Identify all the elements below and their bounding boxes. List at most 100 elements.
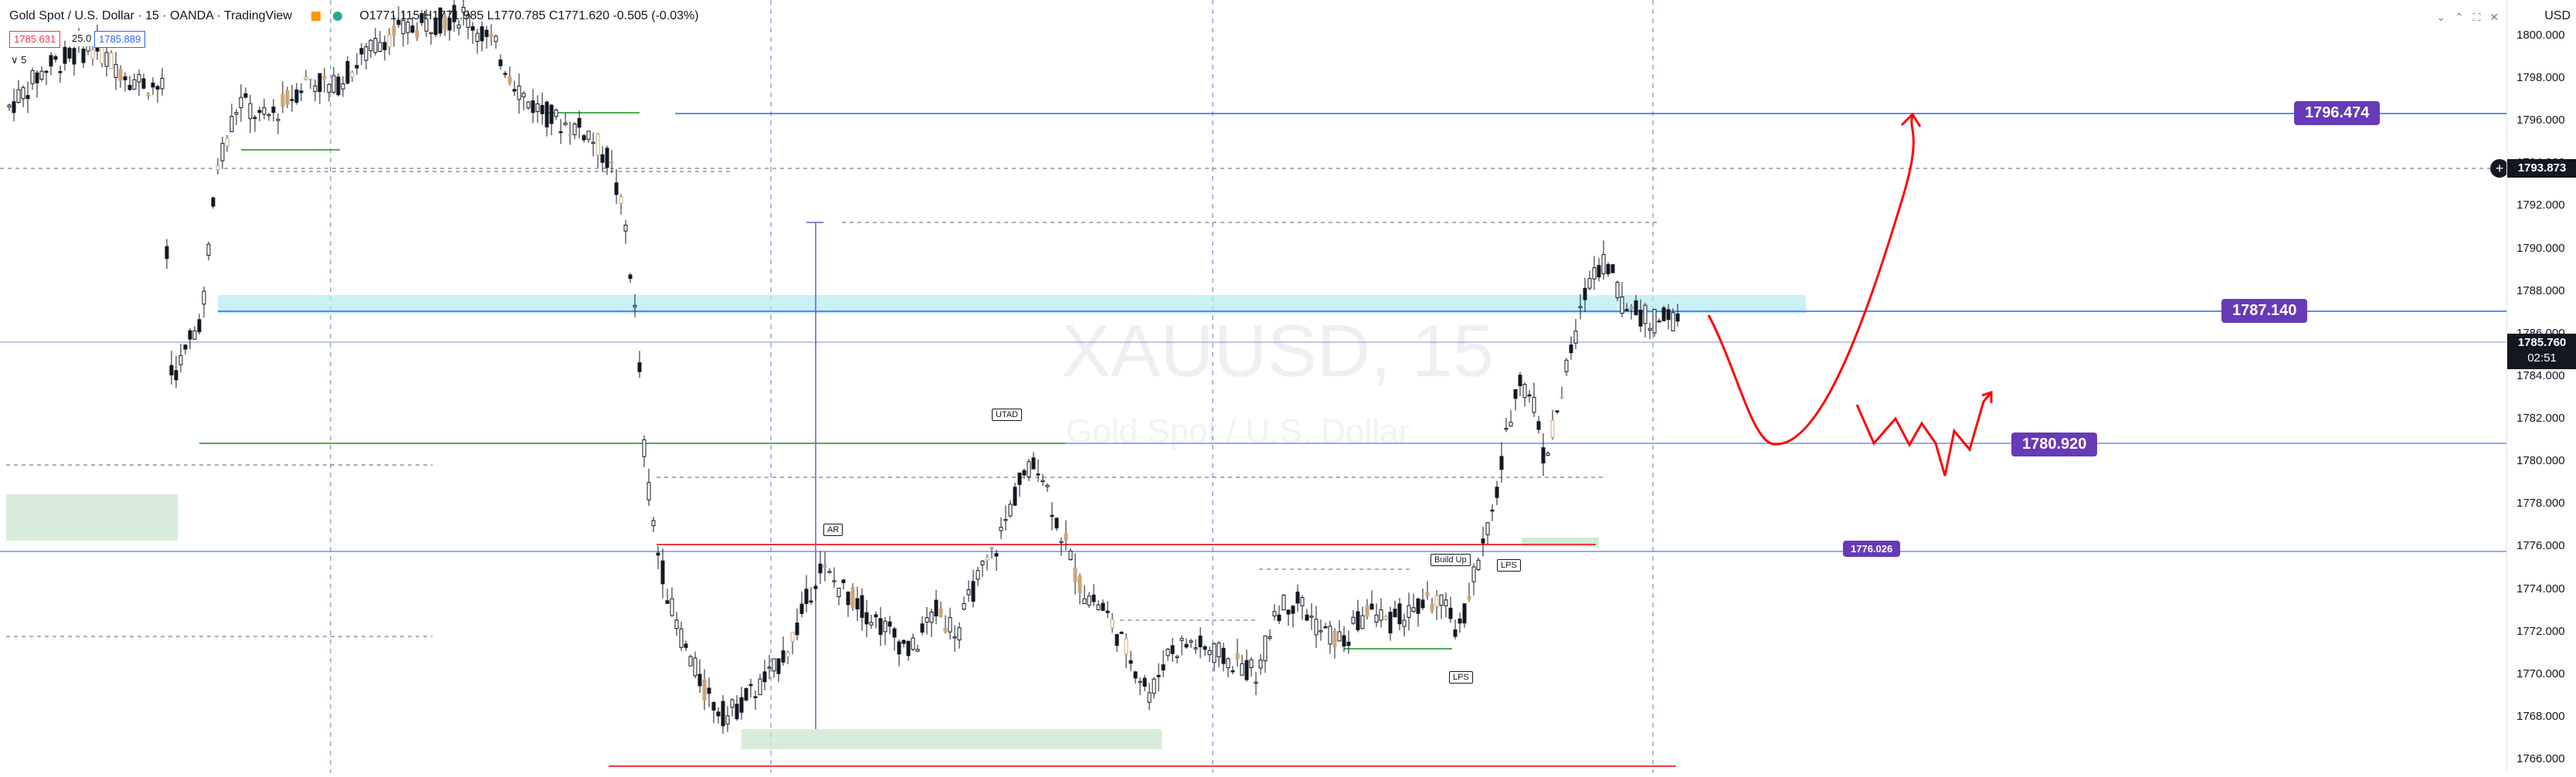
candle-body bbox=[855, 598, 860, 609]
candle-body bbox=[447, 18, 452, 31]
candle-body bbox=[684, 643, 688, 648]
projection-path-main[interactable] bbox=[1707, 115, 1915, 446]
candle-body bbox=[934, 599, 938, 617]
buy-price-button[interactable]: 1785.889 bbox=[94, 31, 146, 48]
candle-body bbox=[1657, 321, 1661, 323]
candle-body bbox=[280, 93, 285, 107]
symbol-title[interactable]: Gold Spot / U.S. Dollar · 15 · OANDA · T… bbox=[9, 9, 293, 22]
candle-body bbox=[146, 93, 151, 97]
candle-body bbox=[1017, 472, 1022, 485]
candle-body bbox=[155, 86, 160, 90]
candle-body bbox=[1420, 599, 1425, 609]
candle-body bbox=[596, 134, 600, 156]
candle-body bbox=[109, 53, 114, 70]
fullscreen-icon[interactable]: ⛶ bbox=[2472, 11, 2481, 23]
candlestick-series[interactable] bbox=[7, 0, 1680, 735]
candle-body bbox=[679, 628, 684, 648]
candle-body bbox=[1152, 678, 1156, 694]
sell-price-button[interactable]: 1785.631 bbox=[9, 31, 61, 48]
candle-body bbox=[730, 699, 735, 708]
candle-body bbox=[1179, 638, 1184, 641]
candle-body bbox=[920, 623, 925, 633]
projection-path-alt[interactable] bbox=[1855, 392, 1993, 477]
candle-body bbox=[1300, 597, 1305, 606]
candle-body bbox=[1309, 616, 1314, 618]
level-tag-1787[interactable]: 1787.140 bbox=[2221, 299, 2308, 323]
annotation-ar[interactable]: AR bbox=[823, 524, 843, 536]
candle-body bbox=[1221, 647, 1226, 664]
candle-body bbox=[160, 77, 165, 90]
candle-body bbox=[1490, 509, 1495, 512]
chevron-down-icon[interactable]: ⌄ bbox=[2436, 11, 2446, 23]
candle-body bbox=[359, 48, 364, 55]
candle-body bbox=[104, 52, 109, 67]
candle-body bbox=[1467, 595, 1471, 600]
candle-body bbox=[169, 365, 174, 375]
candle-body bbox=[67, 47, 72, 59]
candle-body bbox=[633, 304, 637, 307]
chevron-up-icon[interactable]: ⌃ bbox=[2454, 11, 2464, 23]
price-tick: 1770.000 bbox=[2517, 667, 2565, 680]
candle-body bbox=[772, 658, 776, 672]
level-tag-1776[interactable]: 1776.026 bbox=[1843, 541, 1901, 557]
candle-body bbox=[572, 124, 577, 135]
candle-body bbox=[1142, 677, 1147, 687]
add-alert-icon[interactable]: + bbox=[2490, 159, 2509, 178]
level-tag-1796[interactable]: 1796.474 bbox=[2294, 101, 2381, 125]
candle-body bbox=[290, 99, 294, 101]
candle-body bbox=[364, 46, 368, 61]
candle-body bbox=[1212, 643, 1217, 663]
candle-body bbox=[1189, 640, 1193, 643]
annotation-lps-lower[interactable]: LPS bbox=[1449, 671, 1473, 684]
candle-body bbox=[1416, 599, 1420, 614]
candle-body bbox=[878, 618, 883, 635]
candle-body bbox=[165, 246, 169, 260]
currency-label[interactable]: USD bbox=[2544, 9, 2571, 22]
candle-body bbox=[90, 49, 95, 59]
candle-body bbox=[925, 617, 929, 623]
horizontal-levels[interactable] bbox=[0, 112, 2506, 767]
annotation-utad[interactable]: UTAD bbox=[992, 409, 1023, 421]
candle-body bbox=[16, 89, 21, 103]
candle-body bbox=[762, 671, 767, 683]
candle-body bbox=[137, 74, 141, 83]
candle-body bbox=[901, 640, 906, 644]
candle-body bbox=[1240, 663, 1244, 676]
candle-body bbox=[1314, 619, 1319, 636]
candle-body bbox=[605, 148, 609, 168]
price-axis[interactable]: USD 1800.0001798.0001796.0001794.0001792… bbox=[2506, 0, 2576, 773]
candle-body bbox=[21, 87, 25, 100]
candle-body bbox=[123, 76, 127, 80]
demand-zone-bottom[interactable] bbox=[742, 729, 1162, 749]
candle-body bbox=[132, 79, 137, 90]
candle-body bbox=[1434, 595, 1439, 607]
candle-body bbox=[1101, 602, 1105, 611]
candle-body bbox=[892, 628, 897, 638]
demand-zone-left[interactable] bbox=[6, 494, 178, 541]
candle-body bbox=[1319, 630, 1323, 633]
demand-zone-lps[interactable] bbox=[1522, 538, 1599, 547]
candle-body bbox=[285, 90, 290, 105]
supply-zone[interactable] bbox=[218, 295, 1806, 314]
candle-body bbox=[1244, 660, 1249, 680]
annotation-lps-upper[interactable]: LPS bbox=[1497, 559, 1521, 572]
candle-body bbox=[1509, 422, 1513, 427]
chart-legend[interactable]: Gold Spot / U.S. Dollar · 15 · OANDA · T… bbox=[9, 9, 699, 23]
candle-body bbox=[1546, 453, 1550, 456]
price-tick: 1768.000 bbox=[2517, 709, 2565, 723]
candle-body bbox=[697, 674, 702, 687]
price-tick: 1776.000 bbox=[2517, 539, 2565, 553]
candle-body bbox=[1050, 514, 1054, 517]
candle-body bbox=[378, 42, 382, 52]
candle-body bbox=[1105, 610, 1110, 613]
candle-body bbox=[1606, 263, 1610, 274]
close-icon[interactable]: ✕ bbox=[2489, 11, 2499, 23]
volume-toggle[interactable]: ∨ 5 bbox=[11, 54, 27, 66]
candle-body bbox=[837, 588, 841, 598]
candle-body bbox=[1156, 674, 1161, 677]
candle-body bbox=[1661, 307, 1666, 321]
annotation-buildup[interactable]: Build Up bbox=[1431, 554, 1471, 566]
level-tag-1780[interactable]: 1780.920 bbox=[2011, 433, 2098, 456]
